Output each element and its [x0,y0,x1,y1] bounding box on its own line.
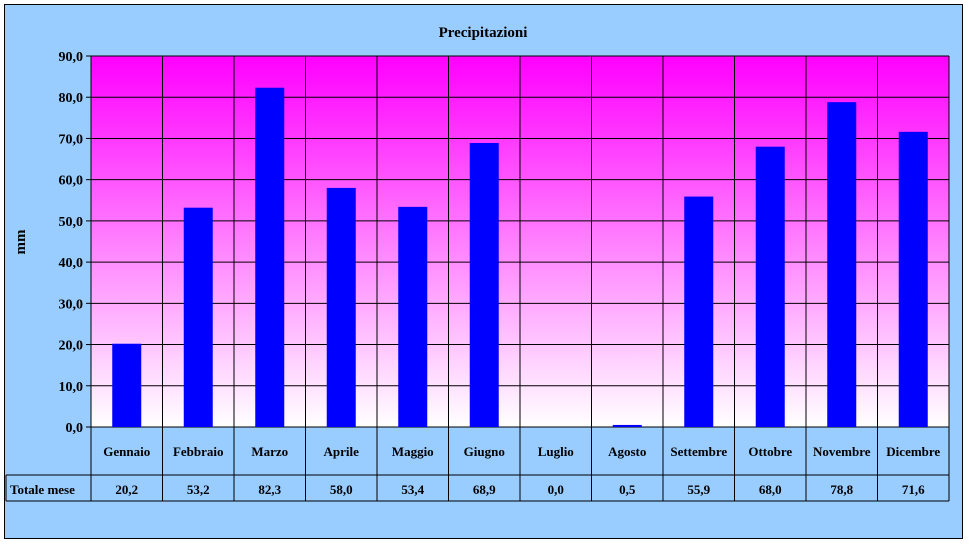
table-row-label: Totale mese [10,482,75,497]
x-tick-label: Gennaio [103,444,150,459]
bar [827,102,857,428]
y-tick-label: 40,0 [59,256,84,271]
table-value: 0,5 [619,482,636,497]
bar [112,343,142,427]
table-value: 68,9 [473,482,496,497]
x-tick-label: Novembre [813,444,871,459]
x-tick-label: Febbraio [173,444,224,459]
y-tick-label: 30,0 [59,297,84,312]
y-tick-label: 90,0 [59,50,84,65]
x-tick-label: Settembre [670,444,727,459]
table-value: 58,0 [330,482,353,497]
table-value: 68,0 [759,482,782,497]
bar [755,146,785,427]
x-tick-label: Agosto [608,444,646,459]
bar [255,87,285,427]
bar [326,187,356,427]
x-tick-label: Giugno [464,444,505,459]
table-value: 20,2 [115,482,138,497]
y-tick-label: 70,0 [59,132,84,147]
y-tick-label: 80,0 [59,91,84,106]
x-tick-label: Dicembre [886,444,940,459]
bar [183,207,213,427]
bar [398,206,428,427]
x-tick-label: Aprile [324,444,360,459]
table-value: 53,4 [401,482,424,497]
y-tick-label: 60,0 [59,174,84,189]
table-value: 55,9 [687,482,710,497]
y-axis-label: mm [13,229,29,254]
bar [684,196,714,427]
y-tick-label: 50,0 [59,215,84,230]
x-tick-label: Maggio [392,444,434,459]
table-value: 78,8 [830,482,853,497]
y-tick-label: 20,0 [59,339,84,354]
bar [898,131,928,428]
x-tick-label: Marzo [251,444,288,459]
table-value: 71,6 [902,482,925,497]
y-tick-label: 10,0 [59,380,84,395]
table-value: 53,2 [187,482,210,497]
chart-title: Precipitazioni [439,25,528,41]
bar [612,424,642,427]
x-tick-label: Ottobre [748,444,792,459]
table-value: 0,0 [548,482,564,497]
x-tick-label: Luglio [538,444,574,459]
y-tick-label: 0,0 [66,421,84,436]
bar [469,142,499,427]
table-value: 82,3 [258,482,281,497]
